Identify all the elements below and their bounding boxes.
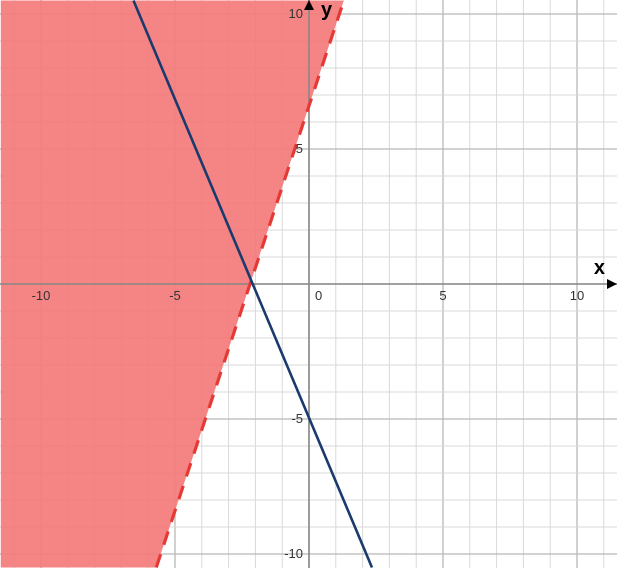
x-tick-label: 0 (315, 288, 322, 303)
y-axis-label: y (321, 0, 333, 21)
x-axis-label: x (594, 257, 605, 279)
coordinate-plane-chart: -10 -5 0 5 10 -10 -5 5 10 x y (0, 0, 617, 568)
y-tick-label: 10 (289, 6, 303, 21)
x-tick-label: 10 (570, 288, 584, 303)
plot-svg: -10 -5 0 5 10 -10 -5 5 10 x y (0, 0, 617, 568)
x-tick-label: -5 (169, 288, 181, 303)
x-tick-label: -10 (32, 288, 51, 303)
y-tick-label: 5 (296, 141, 303, 156)
y-tick-label: -10 (284, 546, 303, 561)
x-tick-label: 5 (439, 288, 446, 303)
y-tick-label: -5 (291, 411, 303, 426)
